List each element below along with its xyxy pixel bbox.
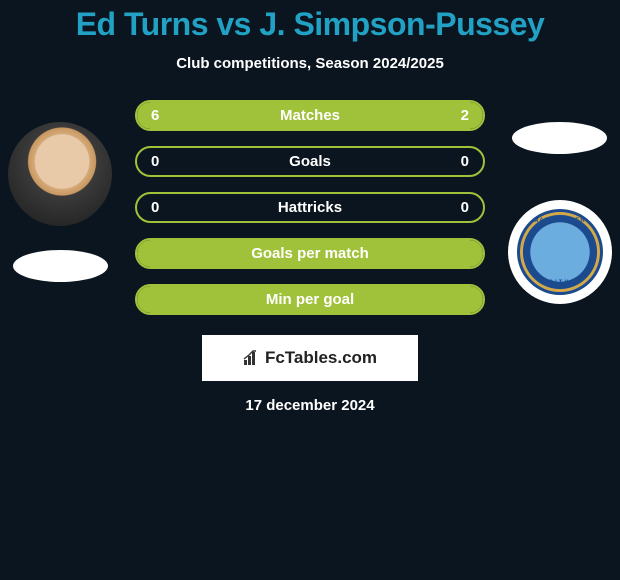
player-right-flag xyxy=(512,122,607,154)
stat-value-left: 0 xyxy=(151,153,159,170)
stat-value-right: 0 xyxy=(461,153,469,170)
stat-row: 6 Matches 2 xyxy=(135,100,485,131)
stat-row: 0 Hattricks 0 xyxy=(135,192,485,223)
credit-text: FcTables.com xyxy=(265,348,377,368)
stat-value-right: 0 xyxy=(461,199,469,216)
player-left-avatar xyxy=(8,122,112,226)
player-left-block xyxy=(8,122,113,282)
stat-label: Matches xyxy=(280,107,340,124)
player-left-flag xyxy=(13,250,108,282)
stat-bars: 6 Matches 2 0 Goals 0 0 Hattricks 0 Goals per mat… xyxy=(135,100,485,315)
subtitle: Club competitions, Season 2024/2025 xyxy=(0,55,620,72)
player-right-block xyxy=(507,122,612,318)
credit-badge: FcTables.com xyxy=(202,335,418,381)
page-title: Ed Turns vs J. Simpson-Pussey xyxy=(0,6,620,43)
bar-fill-left xyxy=(137,102,397,129)
stat-row: Goals per match xyxy=(135,238,485,269)
stat-label: Goals xyxy=(289,153,331,170)
bar-fill-right xyxy=(397,102,484,129)
stat-label: Hattricks xyxy=(278,199,342,216)
stat-value-right: 2 xyxy=(461,107,469,124)
stat-row: 0 Goals 0 xyxy=(135,146,485,177)
stat-label: Goals per match xyxy=(251,245,369,262)
manchester-city-crest xyxy=(517,209,603,295)
bar-chart-icon xyxy=(243,350,263,366)
stat-value-left: 0 xyxy=(151,199,159,216)
stat-row: Min per goal xyxy=(135,284,485,315)
stat-value-left: 6 xyxy=(151,107,159,124)
comparison-card: Ed Turns vs J. Simpson-Pussey Club compe… xyxy=(0,0,620,414)
player-right-club-crest xyxy=(508,200,612,304)
stat-label: Min per goal xyxy=(266,291,354,308)
date-label: 17 december 2024 xyxy=(0,397,620,414)
